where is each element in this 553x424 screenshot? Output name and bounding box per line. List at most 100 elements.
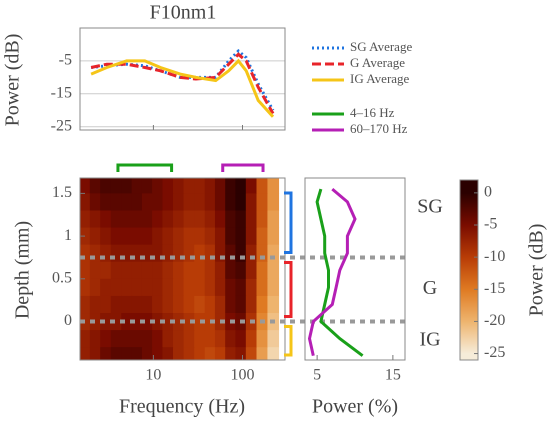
heatmap-cell <box>141 227 153 246</box>
y-axis-label: Depth (mm) <box>12 221 34 319</box>
heatmap-cell <box>89 244 101 263</box>
heatmap-cell <box>121 261 133 280</box>
heatmap-cell <box>131 193 143 211</box>
heatmap-cell <box>121 295 133 314</box>
heatmap-cell <box>183 244 195 263</box>
heatmap-cell <box>235 244 247 263</box>
colorbar-tick-label: -10 <box>484 248 505 265</box>
heatmap-cell <box>100 244 112 263</box>
heatmap-cell <box>89 295 101 314</box>
heatmap-cell <box>245 295 257 314</box>
heatmap-cell <box>245 278 257 297</box>
heatmap-cell <box>131 210 143 229</box>
heatmap-cell <box>121 347 133 360</box>
heatmap-cell <box>80 178 91 194</box>
heatmap-cell <box>152 278 163 297</box>
heatmap-cell <box>141 347 153 360</box>
layer-bracket <box>284 260 293 319</box>
heatmap-cell <box>204 347 216 360</box>
heatmap-cell <box>100 261 112 280</box>
heatmap-cell <box>214 227 226 246</box>
layer-label: IG <box>419 328 440 350</box>
heatmap-cell <box>225 347 236 360</box>
heatmap-cell <box>204 178 216 194</box>
heatmap-cell <box>183 178 195 194</box>
heatmap-cell <box>131 347 143 360</box>
colorbar-tick-label: 0 <box>484 184 492 201</box>
colorbar-tick-label: -5 <box>484 216 497 233</box>
heatmap-cell <box>214 244 226 263</box>
heatmap-cell <box>245 261 257 280</box>
heatmap-cell <box>100 313 112 331</box>
heatmap-cell <box>162 295 174 314</box>
plot-frame <box>79 27 286 131</box>
heatmap-cell <box>173 261 185 280</box>
heatmap-cell <box>89 193 101 211</box>
heatmap-cell <box>214 347 226 360</box>
heatmap-cell <box>141 178 153 194</box>
y-tick-label: 1 <box>64 227 72 244</box>
heatmap-cell <box>194 178 206 194</box>
heatmap-cell <box>80 313 91 331</box>
heatmap-cell <box>162 210 174 229</box>
heatmap-cell <box>204 227 216 246</box>
heatmap-cell <box>225 244 236 263</box>
heatmap-cell <box>256 347 268 360</box>
heatmap-cell <box>131 244 143 263</box>
y-tick-label: -15 <box>51 84 72 101</box>
heatmap-cell <box>235 178 247 194</box>
heatmap-cell <box>183 295 195 314</box>
heatmap-cell <box>80 330 91 348</box>
heatmap-cell <box>204 244 216 263</box>
heatmap-cell <box>235 210 247 229</box>
heatmap-cell <box>131 178 143 194</box>
heatmap-cell <box>141 244 153 263</box>
heatmap-cell <box>183 261 195 280</box>
heatmap-cell <box>173 295 185 314</box>
heatmap-cell <box>100 330 112 348</box>
heatmap-cell <box>214 330 226 348</box>
heatmap-cell <box>235 295 247 314</box>
heatmap-cell <box>110 210 122 229</box>
heatmap-cell <box>110 278 122 297</box>
heatmap-cell <box>162 227 174 246</box>
heatmap-cell <box>267 330 280 348</box>
heatmap-cell <box>80 347 91 360</box>
layer-bracket <box>284 325 293 357</box>
heatmap-cell <box>245 178 257 194</box>
x-tick-label: 15 <box>385 367 401 384</box>
heatmap-cell <box>194 313 206 331</box>
heatmap-cell <box>89 313 101 331</box>
heatmap-cell <box>245 210 257 229</box>
heatmap-cell <box>225 330 236 348</box>
heatmap-cell <box>110 227 122 246</box>
heatmap-cell <box>245 227 257 246</box>
heatmap <box>80 178 280 360</box>
heatmap-cell <box>121 178 133 194</box>
heatmap-cell <box>162 278 174 297</box>
heatmap-cell <box>194 278 206 297</box>
heatmap-cell <box>152 347 163 360</box>
heatmap-cell <box>152 178 163 194</box>
heatmap-cell <box>100 178 112 194</box>
heatmap-cell <box>162 244 174 263</box>
heatmap-cell <box>141 210 153 229</box>
heatmap-cell <box>121 210 133 229</box>
heatmap-cell <box>162 330 174 348</box>
heatmap-cell <box>173 347 185 360</box>
heatmap-cell <box>214 193 226 211</box>
heatmap-cell <box>183 313 195 331</box>
layer-label: SG <box>417 195 443 217</box>
heatmap-cell <box>235 227 247 246</box>
heatmap-cell <box>110 330 122 348</box>
heatmap-cell <box>152 261 163 280</box>
colorbar-label: Power (dB) <box>526 224 548 317</box>
x-axis-label: Frequency (Hz) <box>119 396 245 418</box>
series-line <box>90 52 275 115</box>
heatmap-cell <box>80 227 91 246</box>
heatmap-cell <box>131 330 143 348</box>
heatmap-cell <box>225 295 236 314</box>
profile-line <box>315 188 364 357</box>
heatmap-cell <box>121 330 133 348</box>
heatmap-cell <box>194 261 206 280</box>
